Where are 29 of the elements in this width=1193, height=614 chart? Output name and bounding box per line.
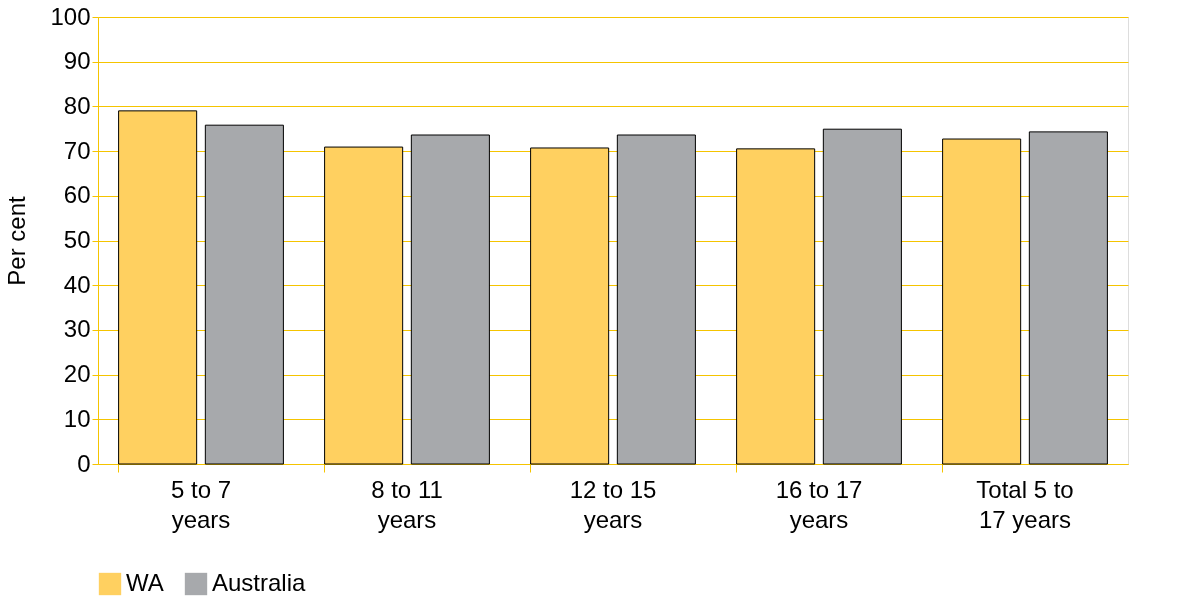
bar [616,134,696,465]
legend-label: Australia [212,569,307,596]
bar [410,134,490,465]
y-tick-label: 100 [50,2,91,30]
y-tick-label: 10 [63,404,91,432]
bar [530,147,610,465]
y-tick-label: 70 [63,136,91,164]
bar [942,138,1022,465]
x-tick-label: 12 to 15 years [569,475,657,533]
y-tick-label: 60 [63,181,91,209]
x-tick-label: 5 to 7 years [170,475,232,533]
bar [1028,131,1108,465]
x-tick-label: 16 to 17 years [775,475,863,533]
y-tick-label: 50 [63,226,91,253]
bar [204,124,284,465]
y-tick-label: 80 [63,91,91,119]
bar [118,110,198,465]
bar [736,148,816,465]
legend-label: WA [126,569,164,596]
bar [822,128,902,465]
y-axis-title: Per cent [3,195,31,286]
y-tick-label: 30 [63,315,91,343]
y-tick-label: 20 [63,360,91,388]
y-tick-label: 90 [63,47,91,75]
x-tick-label: Total 5 to 17 years [976,475,1074,533]
bar [324,146,404,465]
x-tick-label: 8 to 11 years [371,475,443,533]
y-tick-label: 0 [77,449,91,477]
y-tick-label: 40 [63,270,91,298]
